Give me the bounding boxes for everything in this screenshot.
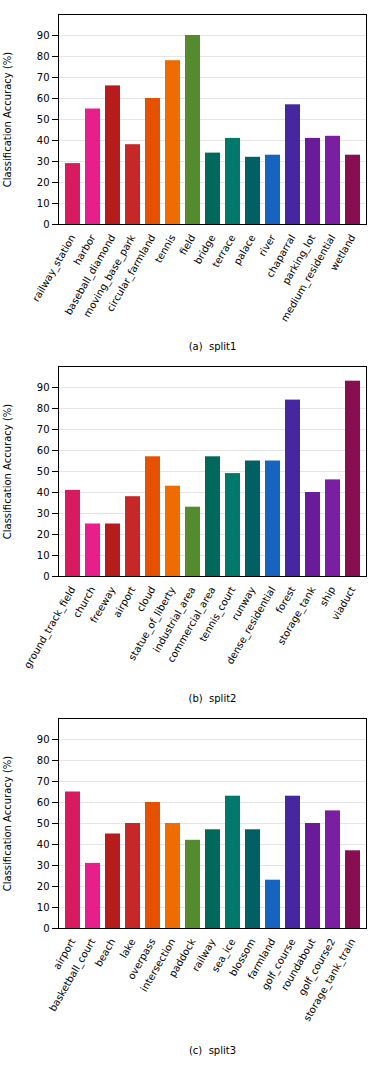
svg-text:90: 90 — [37, 30, 50, 41]
svg-text:80: 80 — [37, 51, 50, 62]
svg-text:10: 10 — [37, 198, 50, 209]
svg-text:50: 50 — [37, 818, 50, 829]
svg-text:0: 0 — [43, 571, 49, 582]
svg-text:bridge: bridge — [191, 232, 218, 266]
svg-text:viaduct: viaduct — [330, 585, 358, 623]
svg-text:10: 10 — [37, 902, 50, 913]
svg-text:river: river — [256, 232, 278, 259]
svg-text:Classification Accuracy (%): Classification Accuracy (%) — [2, 404, 13, 540]
svg-text:railway: railway — [190, 936, 218, 974]
svg-text:40: 40 — [37, 839, 50, 850]
svg-text:10: 10 — [37, 550, 50, 561]
svg-text:50: 50 — [37, 466, 50, 477]
svg-text:70: 70 — [37, 424, 50, 435]
svg-text:commercial_area: commercial_area — [165, 584, 218, 665]
svg-text:40: 40 — [37, 487, 50, 498]
svg-text:statue_of_liberty: statue_of_liberty — [126, 584, 178, 663]
svg-text:30: 30 — [37, 156, 50, 167]
svg-text:basketball_court: basketball_court — [47, 937, 99, 1014]
svg-text:medium_residential: medium_residential — [279, 233, 339, 324]
svg-text:paddock: paddock — [167, 936, 198, 979]
svg-text:beach: beach — [93, 937, 118, 969]
svg-text:80: 80 — [37, 755, 50, 766]
svg-text:70: 70 — [37, 776, 50, 787]
svg-text:Classification Accuracy (%): Classification Accuracy (%) — [2, 756, 13, 892]
svg-text:forest: forest — [273, 584, 298, 616]
svg-text:(b) split2: (b) split2 — [189, 693, 237, 704]
svg-text:blossom: blossom — [227, 936, 258, 979]
svg-text:church: church — [71, 584, 98, 620]
svg-text:storage_tank_train: storage_tank_train — [301, 937, 358, 1024]
svg-text:20: 20 — [37, 529, 50, 540]
svg-text:runway: runway — [229, 584, 258, 623]
svg-text:parking_lot: parking_lot — [280, 232, 318, 287]
svg-text:20: 20 — [37, 881, 50, 892]
svg-text:tennis_court: tennis_court — [197, 584, 238, 644]
svg-text:ground_track_field: ground_track_field — [22, 585, 79, 671]
svg-text:freeway: freeway — [88, 585, 118, 625]
svg-text:40: 40 — [37, 135, 50, 146]
svg-text:cloud: cloud — [134, 584, 158, 614]
svg-text:0: 0 — [43, 219, 49, 230]
svg-text:20: 20 — [37, 177, 50, 188]
svg-text:30: 30 — [37, 508, 50, 519]
svg-text:palace: palace — [231, 233, 257, 267]
svg-text:farmland: farmland — [245, 936, 278, 981]
svg-text:sea_ice: sea_ice — [209, 936, 238, 975]
svg-text:terrace: terrace — [210, 233, 237, 270]
svg-text:airport: airport — [51, 936, 78, 972]
svg-text:industrial_area: industrial_area — [151, 584, 198, 655]
svg-text:chaparral: chaparral — [264, 232, 298, 280]
svg-text:field: field — [177, 233, 197, 257]
svg-text:roundabout: roundabout — [279, 936, 318, 993]
svg-text:lake: lake — [118, 937, 138, 960]
svg-text:(c) split3: (c) split3 — [189, 1045, 236, 1056]
svg-text:dense_residential: dense_residential — [224, 585, 278, 667]
svg-text:60: 60 — [37, 445, 50, 456]
svg-text:wetland: wetland — [328, 233, 357, 273]
svg-text:baseball_diamond: baseball_diamond — [62, 232, 118, 317]
svg-text:harbor: harbor — [71, 232, 98, 267]
svg-text:90: 90 — [37, 734, 50, 745]
svg-text:70: 70 — [37, 72, 50, 83]
svg-text:60: 60 — [37, 797, 50, 808]
svg-text:30: 30 — [37, 860, 50, 871]
svg-text:80: 80 — [37, 403, 50, 414]
svg-text:intersection: intersection — [138, 936, 178, 994]
svg-text:ship: ship — [318, 585, 338, 608]
svg-text:overpass: overpass — [125, 936, 158, 982]
svg-text:golf_course: golf_course — [259, 936, 298, 992]
svg-text:90: 90 — [37, 382, 50, 393]
svg-text:golf_course2: golf_course2 — [296, 936, 338, 998]
svg-text:moving_base_park: moving_base_park — [81, 232, 138, 319]
svg-text:tennis: tennis — [153, 233, 178, 265]
svg-text:airport: airport — [111, 585, 137, 620]
svg-text:50: 50 — [37, 114, 50, 125]
svg-text:railway_station: railway_station — [30, 233, 78, 304]
svg-text:60: 60 — [37, 93, 50, 104]
svg-text:storage_tank: storage_tank — [275, 584, 318, 647]
svg-text:(a) split1: (a) split1 — [189, 341, 237, 352]
svg-text:0: 0 — [43, 923, 49, 934]
svg-text:circular_farmland: circular_farmland — [105, 233, 159, 314]
svg-text:Classification Accuracy (%): Classification Accuracy (%) — [2, 52, 13, 188]
